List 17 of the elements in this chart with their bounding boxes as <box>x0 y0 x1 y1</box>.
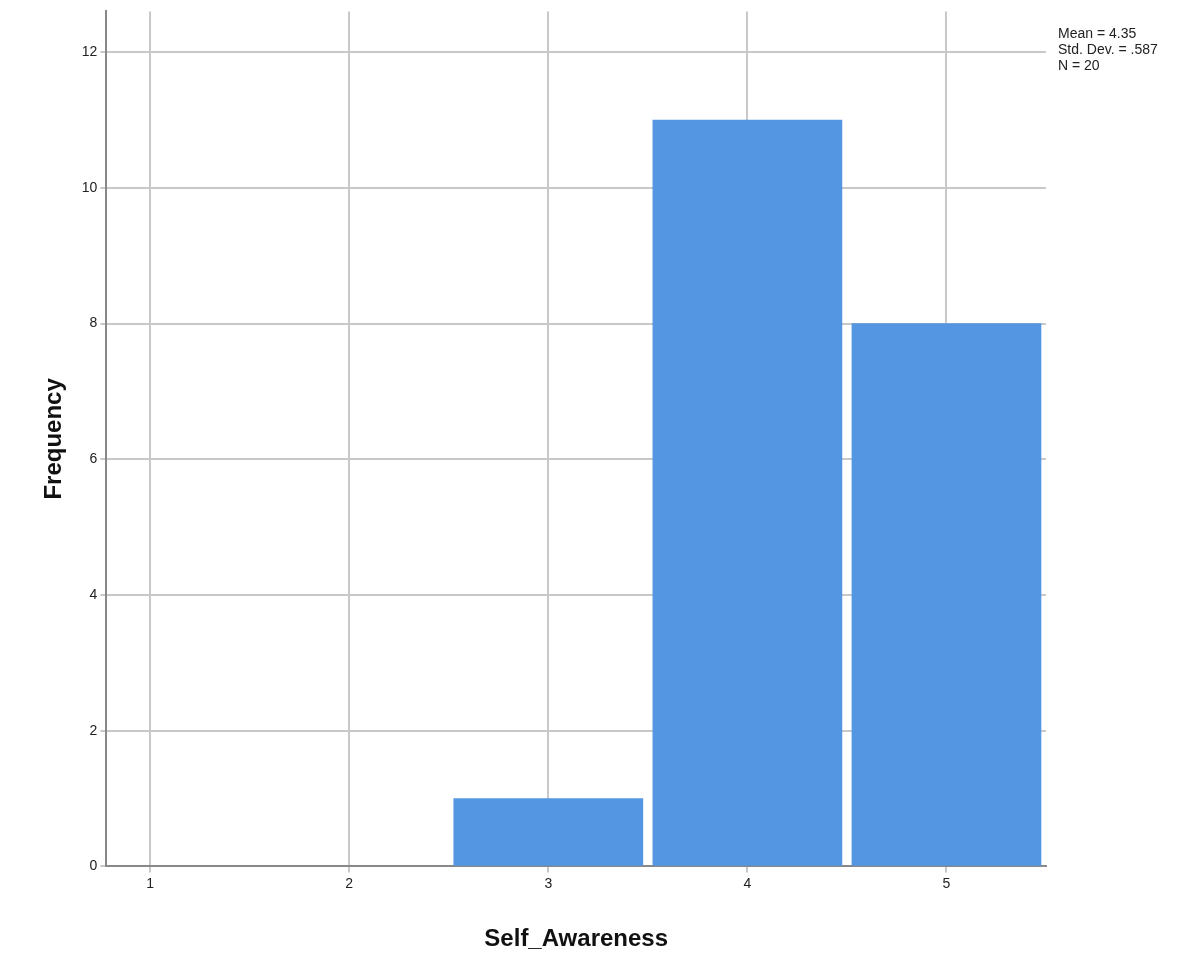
y-tick-label: 0 <box>89 857 98 874</box>
y-tick-label: 6 <box>89 450 98 467</box>
text: Mean = 4.35 <box>1058 25 1137 42</box>
y-axis-title: Frequency <box>39 377 67 500</box>
text: N = 20 <box>1058 57 1100 74</box>
x-tick-label: 1 <box>146 874 155 891</box>
text: Std. Dev. = .587 <box>1058 41 1158 58</box>
y-tick-label: 12 <box>81 42 98 59</box>
y-tick-label: 8 <box>89 314 98 331</box>
x-tick-label: 3 <box>544 874 553 891</box>
y-tick-label: 4 <box>89 585 98 602</box>
x-tick-label: 2 <box>345 874 354 891</box>
x-tick-label: 4 <box>743 874 752 891</box>
y-tick-label: 10 <box>81 178 98 195</box>
y-tick-label: 2 <box>89 721 98 738</box>
x-axis-title: Self_Awareness <box>484 924 669 952</box>
x-tick-label: 5 <box>942 874 951 891</box>
